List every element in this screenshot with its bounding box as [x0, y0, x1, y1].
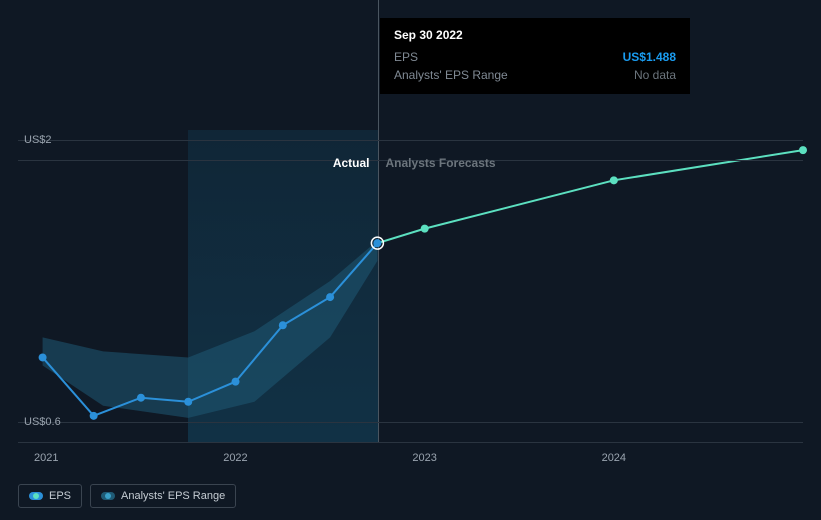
- eps-point[interactable]: [90, 412, 98, 420]
- eps-point[interactable]: [39, 353, 47, 361]
- plot-area[interactable]: US$0.6US$22021202220232024ActualAnalysts…: [18, 130, 803, 442]
- eps-point[interactable]: [799, 146, 807, 154]
- eps-chart: Sep 30 2022 EPS US$1.488 Analysts' EPS Ran…: [0, 0, 821, 520]
- eps-point[interactable]: [184, 398, 192, 406]
- x-axis-label: 2021: [34, 452, 58, 464]
- x-axis-label: 2022: [223, 452, 247, 464]
- eps-point[interactable]: [137, 394, 145, 402]
- chart-svg: [18, 130, 803, 442]
- tooltip-row: EPS US$1.488: [394, 48, 676, 66]
- x-axis-label: 2024: [602, 452, 626, 464]
- region-label-forecast: Analysts Forecasts: [386, 156, 496, 170]
- chart-tooltip: Sep 30 2022 EPS US$1.488 Analysts' EPS Ran…: [380, 18, 690, 94]
- legend-label: EPS: [49, 490, 71, 502]
- gridline: [18, 140, 803, 141]
- y-axis-label: US$0.6: [24, 416, 61, 428]
- legend-label: Analysts' EPS Range: [121, 490, 225, 502]
- tooltip-row-label: EPS: [394, 50, 418, 64]
- analysts-range-band: [43, 241, 378, 418]
- tooltip-row: Analysts' EPS Range No data: [394, 66, 676, 84]
- legend-item[interactable]: EPS: [18, 484, 82, 508]
- eps-point[interactable]: [232, 378, 240, 386]
- legend: EPS Analysts' EPS Range: [18, 484, 236, 508]
- eps-point[interactable]: [279, 321, 287, 329]
- tooltip-row-value: US$1.488: [623, 50, 676, 64]
- gridline: [18, 422, 803, 423]
- tooltip-date: Sep 30 2022: [394, 28, 676, 42]
- tooltip-row-value: No data: [634, 68, 676, 82]
- legend-swatch-icon: [101, 492, 115, 500]
- eps-point[interactable]: [610, 176, 618, 184]
- eps-point[interactable]: [326, 293, 334, 301]
- region-label-actual: Actual: [333, 156, 370, 170]
- y-axis-label: US$2: [24, 134, 52, 146]
- x-axis-label: 2023: [412, 452, 436, 464]
- gridline: [18, 442, 803, 443]
- tooltip-row-label: Analysts' EPS Range: [394, 68, 508, 82]
- legend-item[interactable]: Analysts' EPS Range: [90, 484, 236, 508]
- eps-point[interactable]: [421, 225, 429, 233]
- legend-swatch-icon: [29, 492, 43, 500]
- eps-point-highlight: [374, 240, 380, 246]
